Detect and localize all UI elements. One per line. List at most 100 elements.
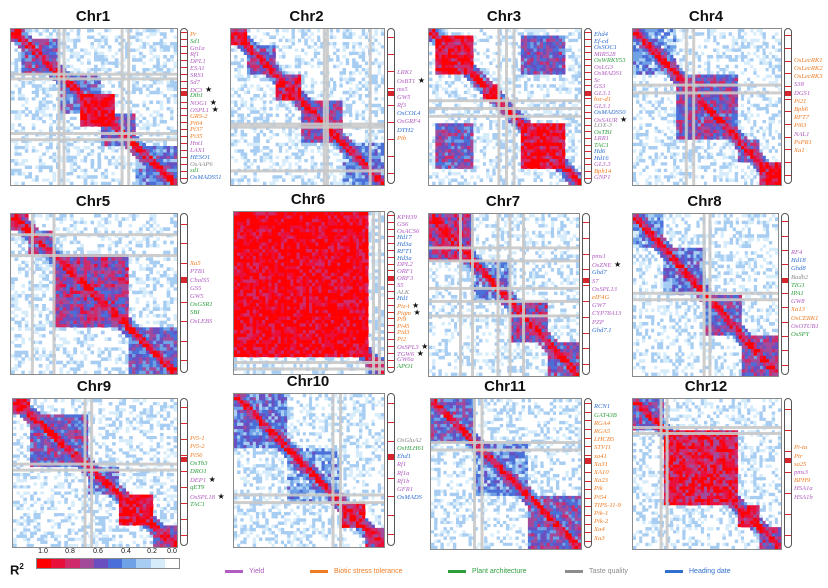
ld-cell: [495, 32, 499, 36]
ld-cell: [364, 68, 369, 72]
ld-cell: [294, 84, 299, 88]
ld-cell: [467, 45, 471, 49]
ld-cell: [374, 155, 378, 160]
ld-cell: [21, 68, 26, 72]
ld-cell: [501, 165, 506, 170]
ld-cell: [87, 61, 91, 66]
ld-cell: [574, 139, 579, 144]
ld-cell: [435, 149, 439, 153]
ld-cell: [533, 58, 537, 62]
ld-cell: [476, 61, 480, 66]
ld-cell: [132, 84, 136, 88]
ld-cell: [145, 165, 150, 170]
ld-cell: [66, 159, 71, 163]
ld-cell: [253, 146, 257, 150]
ld-cell: [441, 68, 446, 72]
ld-cell: [159, 120, 164, 124]
ld-cell: [138, 152, 143, 157]
ld-cell: [514, 32, 518, 36]
ld-cell: [571, 64, 575, 69]
ld-cell: [256, 155, 260, 160]
ld-cell: [486, 152, 490, 157]
ld-cell: [152, 32, 157, 36]
ld-cell: [35, 84, 39, 88]
ld-cell: [374, 146, 378, 150]
ld-cell: [489, 103, 493, 108]
ld-cell: [482, 87, 487, 92]
ld-cell: [128, 116, 133, 121]
ld-cell: [495, 90, 499, 95]
ld-cell: [333, 133, 337, 137]
ld-cell: [539, 77, 544, 82]
ld-cell: [508, 146, 512, 150]
ld-cell: [156, 155, 161, 160]
ld-cell: [94, 123, 98, 127]
ld-cell: [42, 45, 46, 49]
ld-cell: [262, 107, 267, 111]
ld-cell: [69, 113, 74, 118]
ld-cell: [562, 123, 566, 127]
ld-cell: [152, 48, 157, 53]
ld-cell: [291, 178, 296, 183]
ld-cell: [259, 58, 264, 62]
ld-cell: [441, 71, 446, 75]
ld-cell: [132, 136, 136, 140]
ld-cell: [448, 45, 452, 49]
ld-cell: [320, 178, 324, 183]
ld-cell: [533, 84, 537, 88]
ld-cell: [45, 146, 50, 150]
ld-cell: [358, 45, 362, 49]
gene-label: Rf3: [397, 102, 406, 109]
ld-cell: [495, 51, 499, 56]
ld-cell: [549, 136, 553, 140]
ld-cell: [342, 107, 347, 111]
ld-cell: [269, 97, 273, 101]
ld-cell: [432, 58, 436, 62]
ld-cell: [66, 64, 71, 69]
ld-cell: [552, 142, 556, 147]
ld-cell: [275, 113, 280, 118]
ld-cell: [59, 55, 64, 59]
ld-cell: [21, 32, 26, 36]
ld-cell: [460, 74, 465, 79]
missing-marker-row: [11, 77, 177, 81]
ld-cell: [555, 133, 560, 137]
ld-cell: [253, 139, 257, 144]
ld-cell: [380, 32, 384, 36]
ld-cell: [304, 162, 308, 166]
ld-cell: [536, 84, 541, 88]
ld-cell: [128, 29, 133, 33]
ld-cell: [514, 64, 518, 69]
ld-cell: [297, 90, 302, 95]
ld-cell: [149, 32, 154, 36]
ld-cell: [552, 68, 556, 72]
ld-cell: [52, 68, 57, 72]
ld-cell: [128, 42, 133, 46]
ld-cell: [495, 64, 499, 69]
ld-cell: [59, 123, 64, 127]
ld-cell: [152, 149, 157, 153]
ld-cell: [275, 159, 280, 163]
ld-cell: [473, 110, 477, 114]
ld-cell: [457, 58, 461, 62]
ld-cell: [355, 178, 359, 183]
ld-cell: [352, 71, 356, 75]
ld-cell: [495, 84, 499, 88]
ld-cell: [159, 129, 164, 134]
ld-cell: [250, 48, 254, 53]
ld-cell: [152, 90, 157, 95]
ld-cell: [310, 120, 315, 124]
ld-cell: [457, 94, 461, 98]
panel-chr3: Chr3 Ehd4 Ef-cd OsSOC1 MIR528 OsWRKY53 OsLG3 Os…: [428, 8, 670, 188]
ld-cell: [517, 110, 522, 114]
ld-cell: [555, 68, 560, 72]
ld-cell: [49, 87, 53, 92]
ld-cell: [259, 48, 264, 53]
ld-cell: [438, 77, 442, 82]
ld-cell: [451, 74, 455, 79]
ld-cell: [377, 100, 382, 105]
ld-cell: [73, 110, 78, 114]
ld-cell: [100, 51, 105, 56]
ld-cell: [470, 155, 474, 160]
ld-cell: [568, 64, 572, 69]
